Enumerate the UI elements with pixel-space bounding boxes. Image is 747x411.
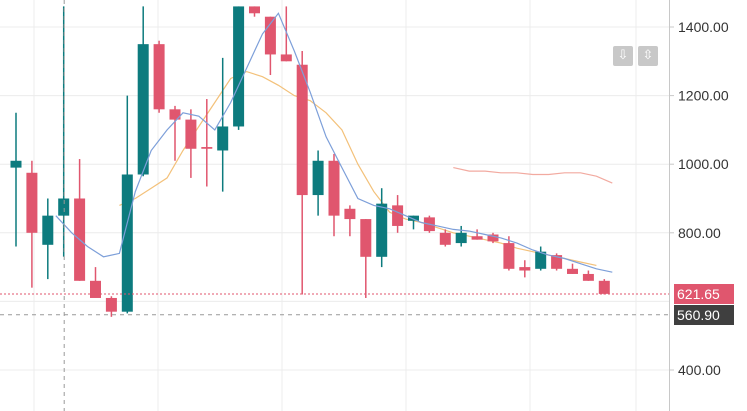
candle-body [105, 297, 117, 312]
candle-body [344, 208, 356, 220]
candle-body [360, 219, 372, 257]
arrows-up-down-icon: ⇳ [642, 48, 654, 63]
candle-body [185, 119, 197, 149]
candle-body [487, 234, 499, 242]
ma-fast-line [55, 12, 613, 273]
candle-body [249, 6, 260, 14]
candle-body [312, 160, 324, 196]
y-tick-label: 1200.00 [678, 88, 729, 104]
crosshair-price-tag: 560.90 [674, 304, 734, 325]
y-tick-label: 1400.00 [678, 19, 729, 35]
last-price-tag: 621.65 [674, 283, 734, 304]
candle-body [376, 203, 388, 257]
candle-body [598, 280, 610, 294]
candle-body [90, 280, 101, 298]
candle-body [264, 16, 276, 55]
candle-body [42, 215, 54, 245]
candle-body [58, 198, 70, 216]
candle-body [328, 160, 340, 216]
candle-body [582, 273, 594, 281]
candle-body [217, 126, 229, 151]
candle-body [201, 147, 213, 149]
candle-body [455, 232, 467, 244]
y-tick-label: 800.00 [678, 225, 721, 241]
scale-toggle-button[interactable]: ⇳ [638, 46, 658, 66]
candle-body [296, 64, 308, 196]
candle-body [153, 44, 165, 110]
candle-body [519, 267, 531, 271]
candle-body [137, 44, 149, 175]
y-tick-label: 1000.00 [678, 156, 729, 172]
candle-body [26, 172, 38, 233]
y-tick-label: 400.00 [678, 362, 721, 378]
ma-slow-line [119, 70, 597, 266]
candle-body [121, 174, 133, 312]
arrow-down-icon: ⇩ [617, 48, 629, 63]
candle-body [233, 6, 245, 127]
candle-body [471, 236, 483, 240]
candle-body [551, 255, 563, 269]
candle-body [408, 215, 419, 221]
candle-body [392, 205, 404, 226]
candle-body [567, 268, 578, 274]
candle-body [10, 160, 22, 168]
candle-body [280, 54, 292, 62]
candle-body [439, 232, 451, 245]
candle-body [503, 243, 515, 269]
ma-long-line [453, 167, 613, 184]
scroll-down-button[interactable]: ⇩ [613, 46, 633, 66]
candle-body [535, 251, 547, 269]
candle-body [169, 109, 181, 120]
